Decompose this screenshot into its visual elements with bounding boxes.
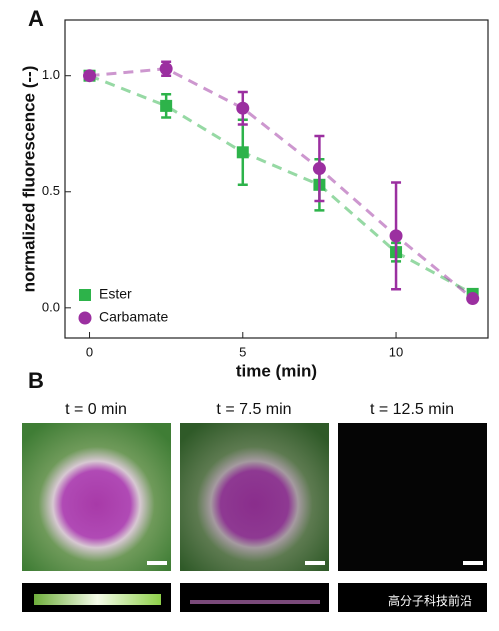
micrograph [338, 423, 487, 571]
fit-line [88, 74, 474, 296]
marker [312, 162, 326, 176]
y-tick-label: 0.0 [42, 299, 60, 314]
side-view [338, 583, 487, 612]
y-axis-label: normalized fluorescence (--) [19, 66, 38, 293]
side-view-signal [34, 594, 161, 605]
fit-line [89, 67, 474, 300]
x-tick-label: 5 [239, 344, 246, 359]
watermark: 高分子科技前沿 [388, 593, 472, 608]
legend-label: Carbamate [99, 309, 168, 325]
legend-marker [78, 311, 92, 325]
y-tick-label: 1.0 [42, 67, 60, 82]
image-caption: t = 7.5 min [216, 401, 291, 418]
legend-marker [79, 289, 91, 301]
image-caption: t = 12.5 min [370, 401, 454, 418]
micrograph [180, 423, 329, 571]
marker [389, 229, 403, 243]
marker [236, 101, 250, 115]
panel-label: B [28, 368, 44, 393]
x-axis-label: time (min) [236, 361, 317, 380]
scale-bar [305, 561, 325, 565]
y-tick-label: 0.5 [42, 183, 60, 198]
marker [466, 292, 480, 306]
scale-bar [147, 561, 167, 565]
panel-label: A [28, 6, 44, 31]
image-caption: t = 0 min [65, 401, 127, 418]
scale-bar [463, 561, 483, 565]
marker [160, 99, 173, 112]
x-tick-label: 10 [389, 344, 403, 359]
marker [236, 146, 249, 159]
side-view-signal [190, 600, 320, 604]
micrograph [22, 423, 171, 571]
side-view [180, 583, 329, 612]
marker [159, 62, 173, 76]
legend-label: Ester [99, 286, 132, 302]
marker [83, 69, 97, 83]
plot-frame [64, 19, 489, 339]
x-tick-label: 0 [86, 344, 93, 359]
